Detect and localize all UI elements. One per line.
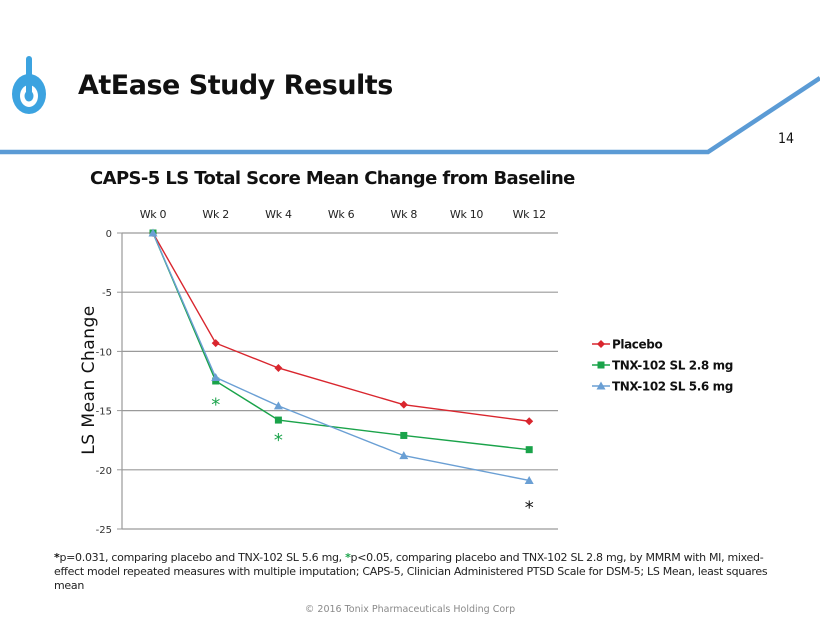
slide-title: AtEase Study Results (78, 70, 393, 101)
legend: Placebo TNX-102 SL 2.8 mg TNX-102 SL 5.6 m… (592, 338, 733, 394)
x-tick-label: Wk 6 (328, 208, 355, 221)
x-tick-label: Wk 2 (202, 208, 229, 221)
y-tick-label: -10 (96, 347, 112, 358)
square-marker (212, 377, 220, 385)
square-marker (525, 446, 533, 454)
triangle-marker (148, 228, 158, 237)
header-divider-line (0, 76, 820, 155)
series-line (152, 232, 530, 451)
gridlines (122, 232, 558, 530)
square-marker (400, 431, 408, 439)
copyright-notice: © 2016 Tonix Pharmaceuticals Holding Cor… (304, 604, 516, 615)
series-placebo (149, 229, 534, 426)
square-marker (597, 361, 605, 369)
y-axis: 0 -5 -10 -15 -20 -25 (96, 229, 123, 536)
y-tick-label: -25 (96, 525, 112, 536)
triangle-marker (273, 401, 283, 410)
chart-title: CAPS-5 LS Total Score Mean Change from B… (90, 168, 575, 189)
series-line (152, 232, 530, 422)
y-axis-label: LS Mean Change (79, 305, 99, 454)
footnote-star-green: * (345, 551, 351, 564)
x-tick-label: Wk 8 (391, 208, 418, 221)
x-axis: Wk 0 Wk 2 Wk 4 Wk 6 Wk 8 Wk 10 Wk 12 (140, 208, 546, 221)
triangle-marker (596, 381, 606, 390)
legend-label: TNX-102 SL 5.6 mg (612, 380, 733, 394)
significance-asterisk: * (525, 497, 534, 518)
y-tick-label: -5 (102, 288, 112, 299)
square-marker (274, 416, 282, 424)
page-number: 14 (778, 131, 795, 147)
diamond-marker (525, 417, 534, 426)
significance-asterisk: * (274, 430, 283, 451)
triangle-marker (399, 451, 409, 460)
footnote-text-2: p<0.05, comparing placebo and TNX-102 SL… (54, 551, 768, 592)
x-tick-label: Wk 0 (140, 208, 167, 221)
triangle-marker (524, 475, 534, 484)
legend-item: TNX-102 SL 2.8 mg (592, 359, 733, 373)
x-tick-label: Wk 12 (513, 208, 546, 221)
x-tick-label: Wk 4 (265, 208, 292, 221)
footnote: *p=0.031, comparing placebo and TNX-102 … (54, 551, 774, 593)
legend-label: TNX-102 SL 2.8 mg (612, 359, 733, 373)
x-tick-label: Wk 10 (450, 208, 484, 221)
legend-item: Placebo (592, 338, 663, 352)
diamond-marker (211, 339, 220, 348)
y-tick-label: 0 (106, 229, 112, 240)
diamond-marker (597, 340, 605, 348)
series-tnx-102-sl-2-8-mg (149, 229, 533, 454)
y-tick-label: -15 (96, 407, 112, 418)
legend-item: TNX-102 SL 5.6 mg (592, 380, 733, 394)
triangle-marker (211, 372, 221, 381)
diamond-marker (274, 363, 283, 372)
significance-asterisk: * (211, 394, 220, 415)
significance-annotations: * * * (211, 394, 534, 518)
legend-label: Placebo (612, 338, 662, 352)
footnote-text-1: p=0.031, comparing placebo and TNX-102 S… (59, 551, 346, 564)
data-series (148, 228, 534, 484)
footnote-star-black: * (54, 551, 60, 564)
series-tnx-102-sl-5-6-mg (148, 228, 534, 484)
y-tick-label: -20 (96, 466, 112, 477)
line-chart: 0 -5 -10 -15 -20 -25 Wk 0 Wk 2 Wk 4 Wk 6 Wk 8 Wk 1… (79, 208, 733, 536)
diamond-marker (399, 400, 408, 409)
power-button-logo-icon (12, 56, 46, 114)
